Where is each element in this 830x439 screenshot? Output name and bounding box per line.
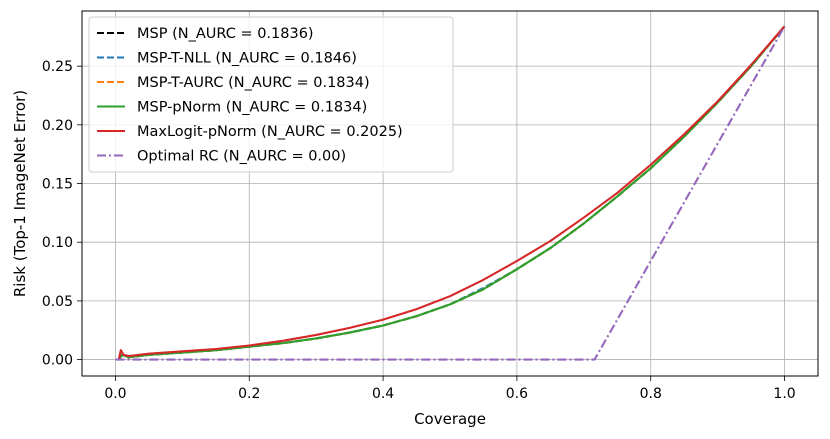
x-tick-label: 0.8 [640,386,662,402]
x-tick-label: 0.4 [372,386,394,402]
legend-label: Optimal RC (N_AURC = 0.00) [137,149,346,165]
legend-label: MSP-T-NLL (N_AURC = 0.1846) [137,51,357,67]
y-tick-label: 0.05 [42,294,73,310]
plot-frame [81,10,819,377]
y-tick-label: 0.20 [42,118,73,134]
legend-label: MSP (N_AURC = 0.1836) [137,26,314,42]
x-tick-label: 0.2 [238,386,260,402]
y-axis-title: Risk (Top-1 ImageNet Error) [11,90,29,297]
x-axis-title: Coverage [414,410,486,428]
x-tick-label: 0.6 [506,386,528,402]
legend-items: MSP (N_AURC = 0.1836) MSP-T-NLL (N_AURC =… [97,26,403,165]
legend-label: MaxLogit-pNorm (N_AURC = 0.2025) [137,124,403,140]
legend: MSP (N_AURC = 0.1836) MSP-T-NLL (N_AURC =… [88,16,454,173]
x-tick-label: 0.0 [104,386,126,402]
legend-box [88,16,454,173]
axis-ticks: 0.0 0.2 0.4 0.6 0.8 1.0 0.00 0.05 0.10 0.15 0.20 0.… [42,59,796,402]
series-line-4 [117,25,786,361]
series-line-5 [117,25,786,360]
y-tick-label: 0.00 [42,353,73,369]
y-tick-label: 0.10 [42,235,73,251]
series-lines [115,25,786,361]
x-tick-label: 1.0 [773,386,795,402]
y-tick-label: 0.15 [42,177,73,193]
y-tick-label: 0.25 [42,59,73,75]
legend-label: MSP-pNorm (N_AURC = 0.1834) [137,100,367,116]
series-line-6 [115,25,786,361]
legend-label: MSP-T-AURC (N_AURC = 0.1834) [137,75,370,91]
